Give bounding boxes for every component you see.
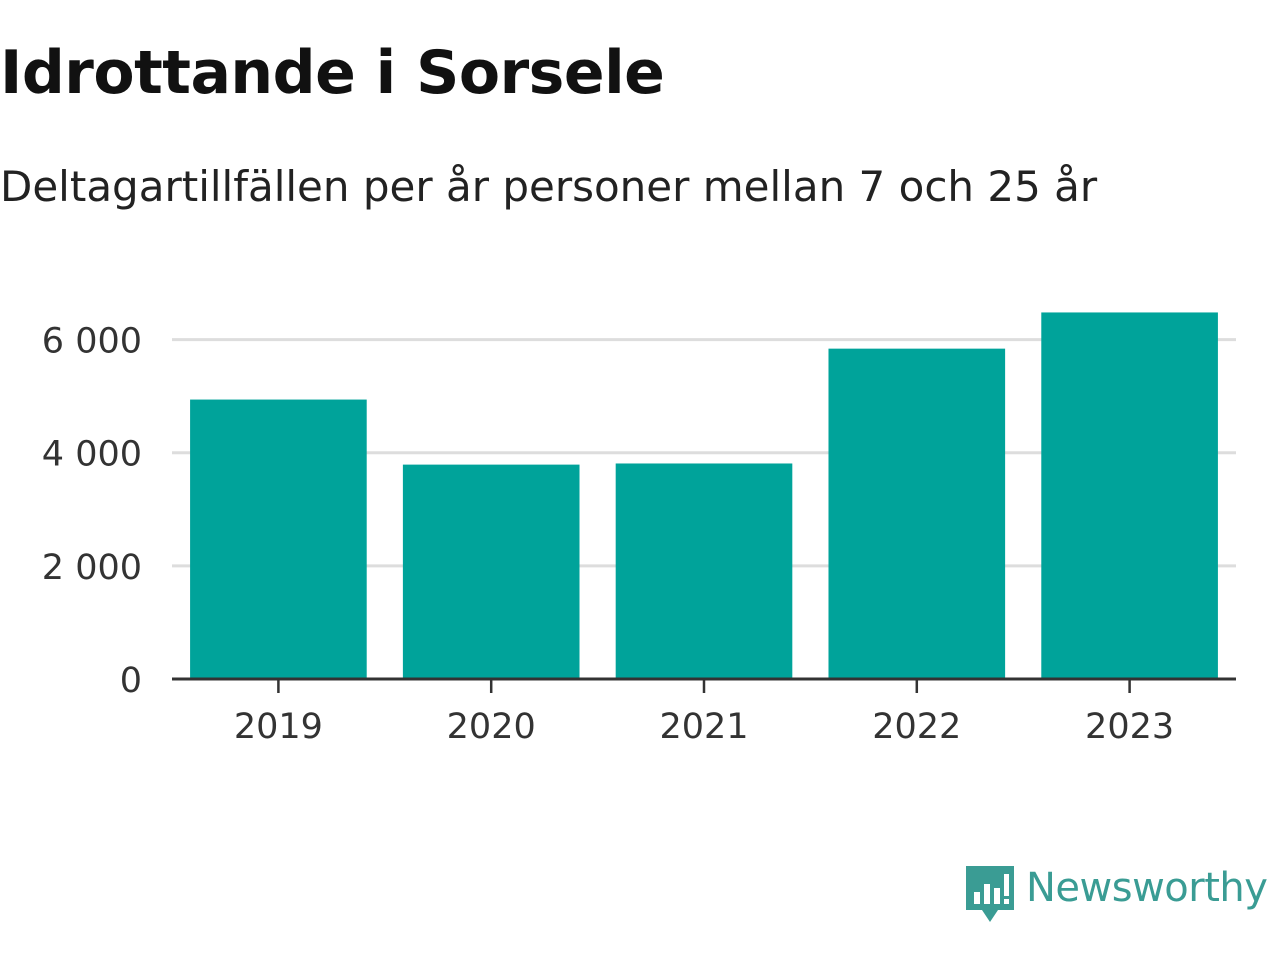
bar-2023: [1041, 312, 1218, 679]
brand-name: Newsworthy: [1026, 865, 1268, 911]
x-tick-label: 2022: [872, 707, 961, 747]
y-tick-label: 0: [120, 661, 142, 701]
x-tick-label: 2019: [234, 707, 323, 747]
y-tick-label: 6 000: [42, 322, 142, 362]
x-tick-labels: 2019 2020 2021 2022 2023: [234, 707, 1174, 747]
x-tick-label: 2020: [447, 707, 536, 747]
bar-2020: [402, 464, 580, 679]
page-subtitle: Deltagartillfällen per år personer mella…: [0, 162, 1098, 211]
x-axis: [172, 677, 1236, 693]
y-tick-label: 2 000: [42, 548, 142, 588]
y-tick-label: 4 000: [42, 435, 142, 475]
x-tick-label: 2021: [659, 707, 748, 747]
x-tick-label: 2023: [1085, 707, 1174, 747]
bar-2022: [828, 348, 1006, 679]
page-title: Idrottande i Sorsele: [0, 38, 665, 108]
bar-2019: [190, 399, 367, 679]
bar-2021: [615, 463, 793, 679]
newsworthy-logo: Newsworthy: [964, 864, 1268, 928]
newsworthy-logo-icon: [966, 866, 1014, 922]
bars: [190, 312, 1218, 679]
y-axis: 0 2 000 4 000 6 000: [42, 322, 142, 701]
